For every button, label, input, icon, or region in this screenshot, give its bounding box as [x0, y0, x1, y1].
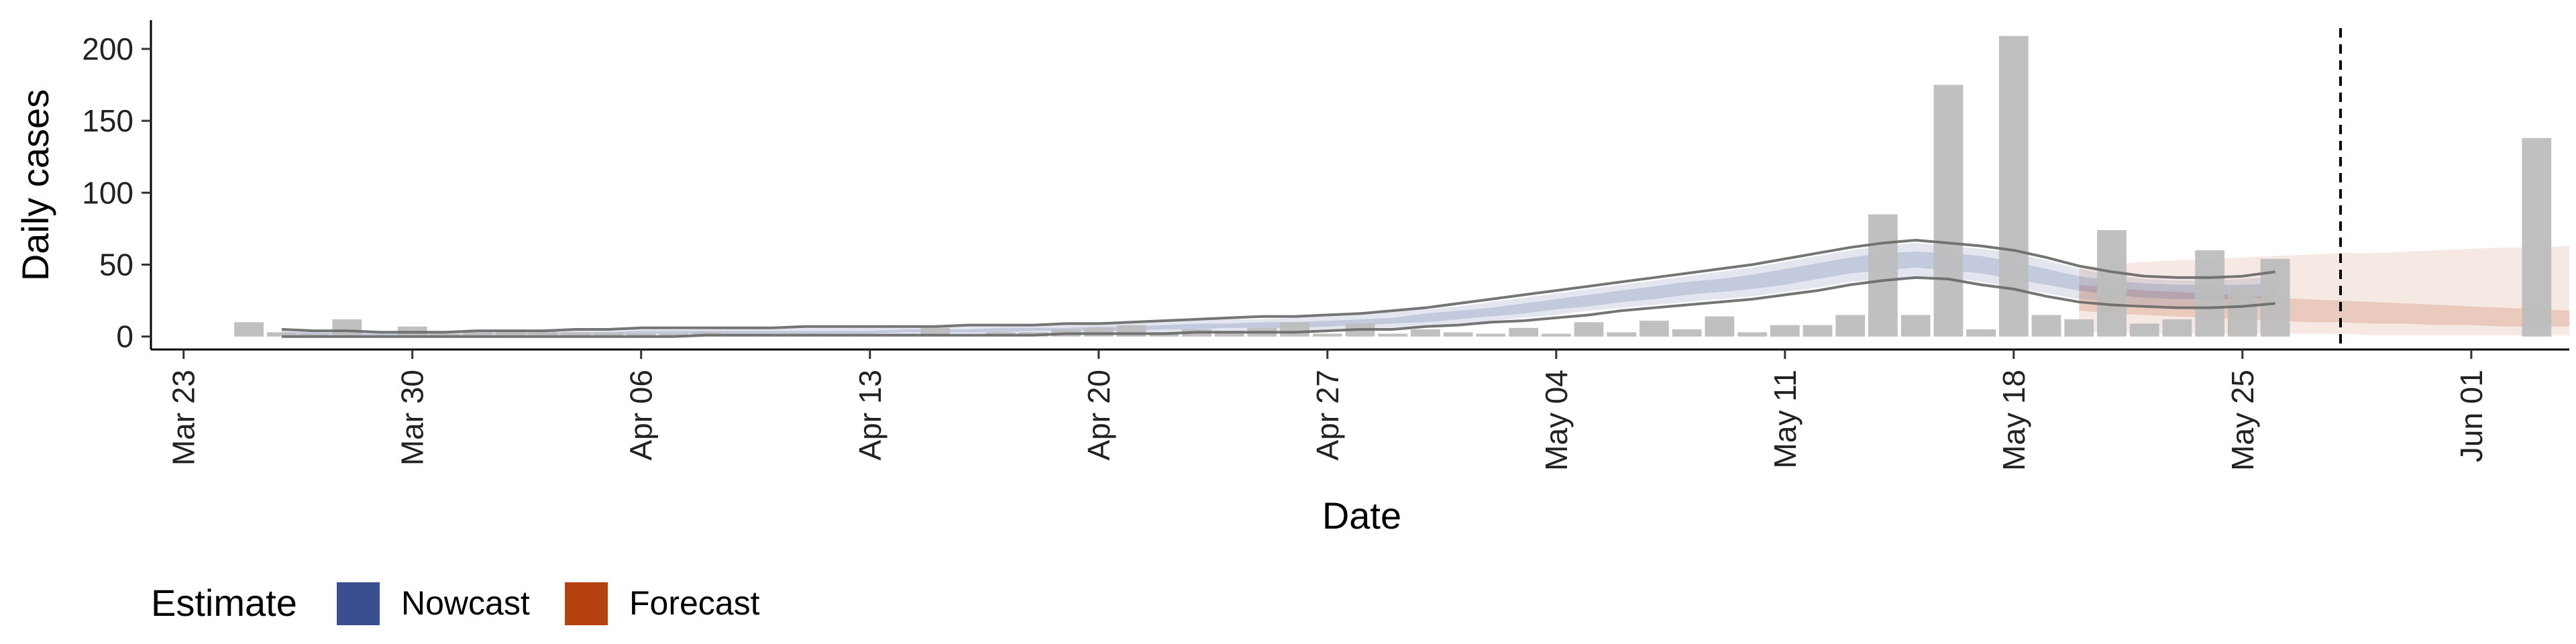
legend: Estimate Nowcast Forecast — [151, 582, 760, 625]
x-ticks: Mar 23 Mar 30 Apr 06 Apr 13 Apr 20 Apr 27 May … — [166, 350, 2489, 471]
case-bar — [1443, 332, 1473, 337]
case-bar — [1509, 327, 1538, 337]
case-bar — [1672, 329, 1702, 337]
case-bar — [496, 331, 525, 337]
x-tick-label: May 04 — [1539, 370, 1574, 471]
case-bar — [2129, 323, 2159, 337]
case-bar — [1214, 331, 1244, 337]
case-bar — [1868, 214, 1898, 337]
case-bar — [332, 319, 362, 337]
case-bar — [1312, 333, 1342, 337]
y-tick-label: 100 — [82, 175, 133, 210]
x-tick-label: May 25 — [2225, 370, 2260, 471]
x-tick-label: Mar 30 — [395, 370, 430, 466]
case-bar — [528, 331, 558, 337]
legend-swatch-forecast — [565, 582, 608, 625]
case-bar — [1574, 322, 1604, 337]
case-bar — [1280, 322, 1309, 337]
case-bar — [1966, 329, 1996, 337]
y-ticks: 0 50 100 150 200 — [82, 32, 151, 354]
case-bar — [1541, 333, 1571, 337]
x-tick-label: Mar 23 — [166, 370, 201, 466]
case-bar — [1737, 332, 1767, 337]
case-bar — [266, 332, 297, 337]
case-bar — [626, 333, 656, 337]
case-bar — [1607, 332, 1637, 337]
case-bar — [1803, 325, 1833, 337]
case-bar — [2031, 315, 2061, 337]
case-bar — [1411, 329, 1440, 337]
y-axis-title: Daily cases — [14, 89, 56, 281]
case-bar — [594, 332, 623, 337]
x-tick-label: Apr 06 — [624, 370, 659, 461]
nowcast-upper-bound-line — [281, 238, 2275, 334]
case-bar — [2522, 138, 2552, 337]
case-bar — [1933, 85, 1964, 337]
case-bar — [299, 333, 329, 337]
axes — [150, 20, 2569, 351]
case-bar — [2162, 319, 2192, 337]
y-tick-label: 200 — [82, 32, 133, 66]
case-bar — [1900, 315, 1931, 337]
legend-swatch-nowcast — [337, 582, 380, 625]
legend-title: Estimate — [151, 582, 297, 624]
case-bar — [463, 332, 492, 337]
x-axis-title: Date — [1322, 494, 1401, 537]
case-bar — [1705, 316, 1735, 337]
case-bar — [1378, 333, 1408, 337]
case-bar — [1770, 325, 1800, 337]
nowcast-bound-lines — [281, 238, 2275, 338]
nowcast-outer-ribbon — [281, 243, 2275, 337]
x-tick-label: Jun 01 — [2454, 370, 2489, 462]
legend-label-forecast: Forecast — [629, 584, 760, 622]
x-tick-label: Apr 13 — [853, 370, 888, 461]
case-bar — [1640, 321, 1669, 337]
x-tick-label: Apr 27 — [1310, 370, 1345, 461]
nowcast-lower-bound-line — [281, 276, 2275, 338]
case-bar — [1835, 315, 1866, 337]
case-bar — [659, 333, 689, 337]
case-bar — [1083, 327, 1114, 337]
y-tick-label: 150 — [82, 103, 133, 138]
y-tick-label: 50 — [99, 248, 133, 282]
x-tick-label: May 18 — [1996, 370, 2031, 471]
case-bar — [2260, 258, 2290, 337]
case-bar — [2227, 287, 2257, 337]
x-tick-label: Apr 20 — [1081, 370, 1116, 461]
case-bar — [2195, 250, 2224, 337]
case-bar — [1476, 333, 1506, 337]
case-bar — [234, 322, 264, 337]
case-bar — [2064, 319, 2094, 337]
nowcast-ribbons — [281, 243, 2275, 337]
daily-case-bars — [234, 36, 2552, 337]
y-tick-label: 0 — [116, 319, 133, 354]
x-tick-label: May 11 — [1768, 370, 1803, 468]
case-bar — [430, 333, 460, 337]
nowcast-inner-ribbon — [281, 252, 2275, 335]
case-bar — [2097, 230, 2127, 337]
legend-label-nowcast: Nowcast — [401, 584, 530, 622]
case-bar — [561, 332, 591, 337]
